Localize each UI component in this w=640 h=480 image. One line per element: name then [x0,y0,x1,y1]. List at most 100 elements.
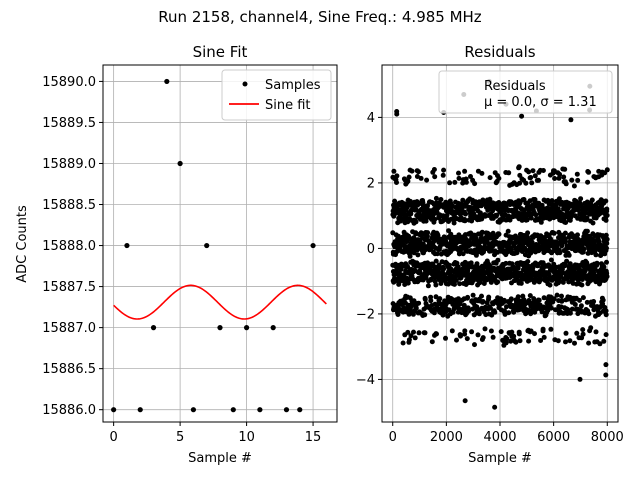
residual-point [487,175,493,181]
residual-point [563,181,569,187]
residual-point [580,331,586,337]
residual-point [547,282,553,288]
residual-point [526,169,532,175]
residual-point [532,331,537,337]
sample-point [230,407,236,413]
sine-fit-curve-layer [113,284,327,320]
x-tick-label: 6000 [537,430,570,445]
residual-point [447,180,453,186]
residual-point [480,335,486,341]
residual-point [449,328,455,334]
residual-point [557,250,563,256]
residual-point [575,311,581,317]
residual-point [503,340,509,346]
residual-point [532,173,538,179]
residual-point [434,251,440,257]
residual-point [580,327,586,333]
residuals-panel: Residuals 0 2000 4000 6000 8000 −4 −2 0 2 4 Samp… [356,43,624,466]
residual-point [475,332,481,338]
residual-point [505,228,511,234]
residual-point [593,329,599,335]
y-tick-label: 15889.0 [42,157,96,172]
residual-point [603,308,609,314]
residual-point [548,326,554,332]
residual-point [515,294,521,300]
residual-point [574,281,579,287]
residual-point [458,333,463,339]
x-tick-label: 8000 [591,430,624,445]
residual-point [590,220,596,226]
residual-point [593,252,599,258]
residual-point [511,333,517,339]
residual-point [554,292,560,298]
residual-point [594,260,600,266]
residual-point [509,329,515,335]
residual-point [425,283,431,289]
residual-point [429,339,435,345]
residual-point [591,307,597,313]
residual-point [562,230,568,236]
residual-point [433,282,439,288]
residual-point [590,303,596,309]
residual-point [469,329,475,335]
residual-point [563,220,569,225]
residual-point [559,293,564,299]
sample-point [283,407,290,413]
residual-point [431,167,437,172]
residual-point [571,183,577,189]
residual-point [524,217,530,223]
residual-point [443,335,448,341]
figure-title: Run 2158, channel4, Sine Freq.: 4.985 MH… [158,8,482,26]
residual-point [416,169,421,175]
residual-point [495,257,501,263]
residual-point [414,174,420,179]
residual-point [517,338,523,344]
sample-point [270,325,276,331]
residual-point [492,309,498,315]
residual-point [562,166,568,172]
residual-point [588,325,594,331]
residual-point [578,303,584,309]
residual-point [513,339,519,345]
residual-point [541,295,547,301]
x-tick-label: 2000 [430,430,463,445]
residual-point [488,328,494,334]
residual-point [603,198,609,204]
residual-point [604,236,610,242]
residual-point [482,326,488,332]
residual-point [568,117,574,123]
residual-point [572,340,577,346]
y-tick-label: 15890.0 [42,75,96,90]
residual-point [462,328,468,334]
y-tick-label: 15889.5 [42,116,96,131]
residuals-y-ticks: −4 −2 0 2 4 [356,111,382,388]
residual-point [603,232,609,238]
residual-point [462,168,468,174]
residuals-x-ticks: 0 2000 4000 6000 8000 [389,422,624,445]
residual-point [604,206,610,212]
residual-point [604,167,610,173]
y-tick-label: 15887.5 [42,280,96,295]
residual-point [600,297,606,303]
residual-point [400,340,406,346]
residual-point [584,299,590,305]
residual-point [463,211,468,217]
residual-point [418,175,424,181]
residual-point [548,305,554,311]
residual-point [436,262,442,268]
residual-point [604,259,609,265]
residual-point [569,177,575,183]
x-tick-label: 10 [238,430,255,445]
residual-point [453,277,459,283]
residual-point [517,180,523,186]
residual-point [519,113,525,119]
sample-point [310,242,316,249]
sine-fit-x-ticks: 0 5 10 15 [109,422,321,445]
residual-point [564,258,570,264]
sine-fit-panel: Sine Fit 0 5 10 15 15886.015886.515887.0158… [15,43,338,466]
residual-point [432,174,438,180]
residual-point [578,196,584,202]
residual-point [441,266,447,272]
residual-point [575,177,581,183]
